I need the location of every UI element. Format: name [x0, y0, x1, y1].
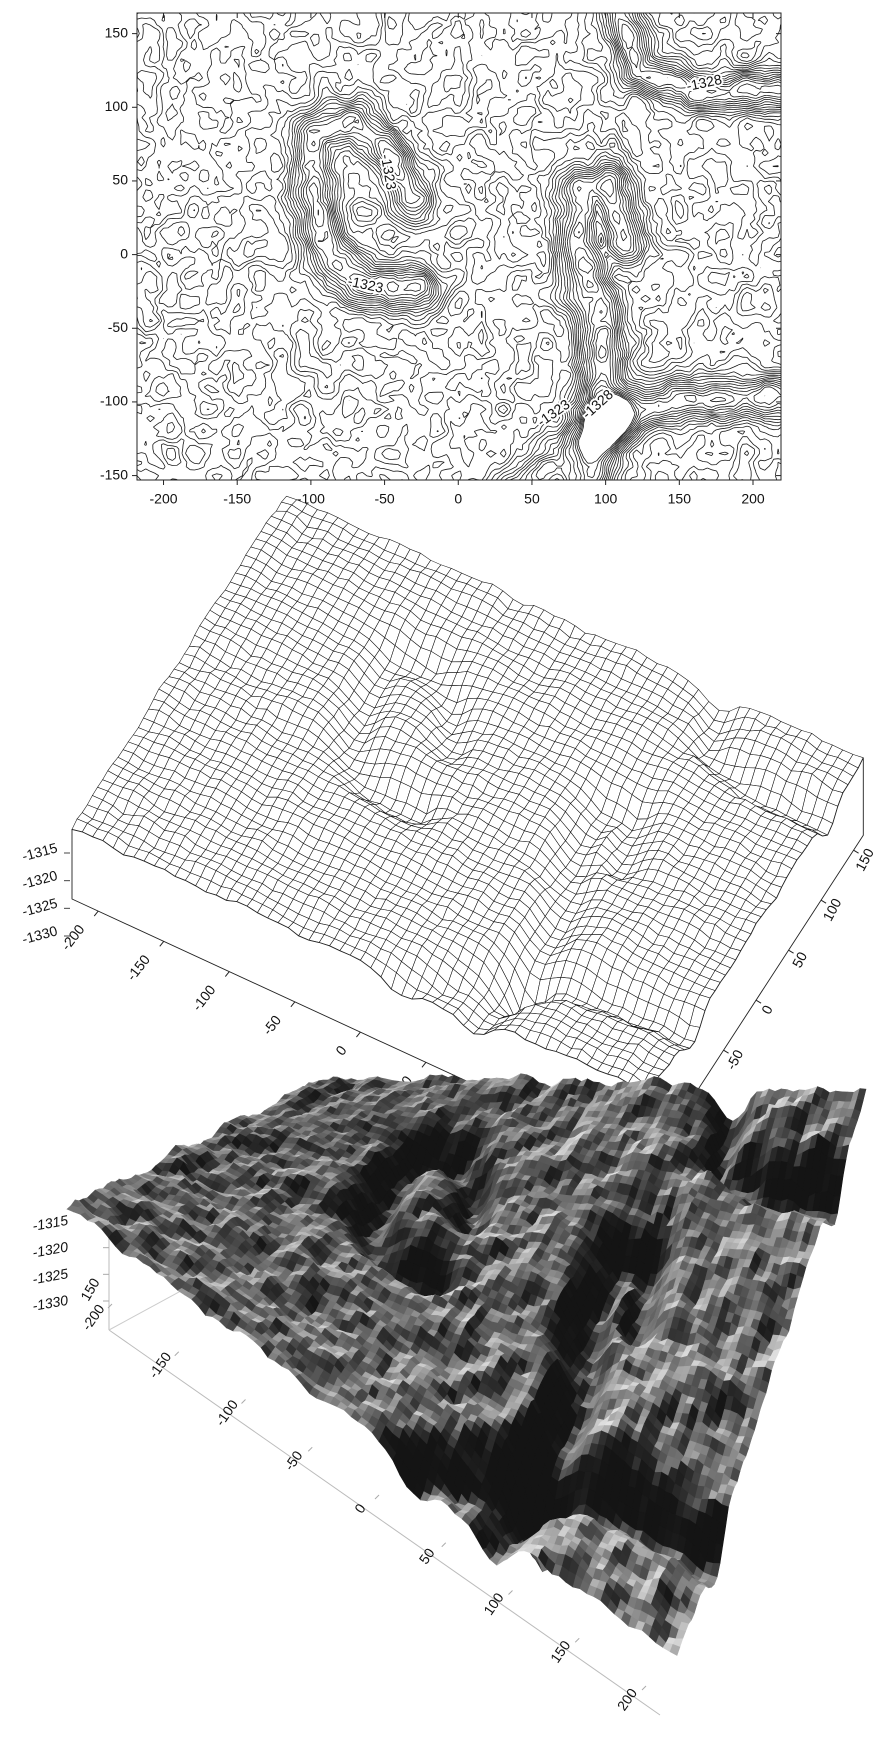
y-tick-label: 150 — [105, 24, 129, 40]
y-tick-label: -100 — [100, 393, 128, 409]
x-tick-label: -200 — [150, 491, 178, 507]
x-tick-label: 50 — [524, 491, 540, 507]
y-tick-label: 100 — [105, 98, 129, 114]
x-tick-label: 150 — [668, 491, 692, 507]
y-tick-label: -50 — [108, 319, 128, 335]
x-tick-label: 100 — [594, 491, 618, 507]
x-tick-label: 0 — [454, 491, 462, 507]
x-tick-label: -50 — [374, 491, 394, 507]
y-tick-label: -150 — [100, 466, 128, 482]
figure: -200-150-100-50050100150200-150-100-5005… — [0, 0, 879, 1749]
y-tick-label: 0 — [120, 245, 128, 261]
y-tick-label: 50 — [112, 172, 128, 188]
x-tick-label: -150 — [223, 491, 251, 507]
x-tick-label: 200 — [741, 491, 765, 507]
